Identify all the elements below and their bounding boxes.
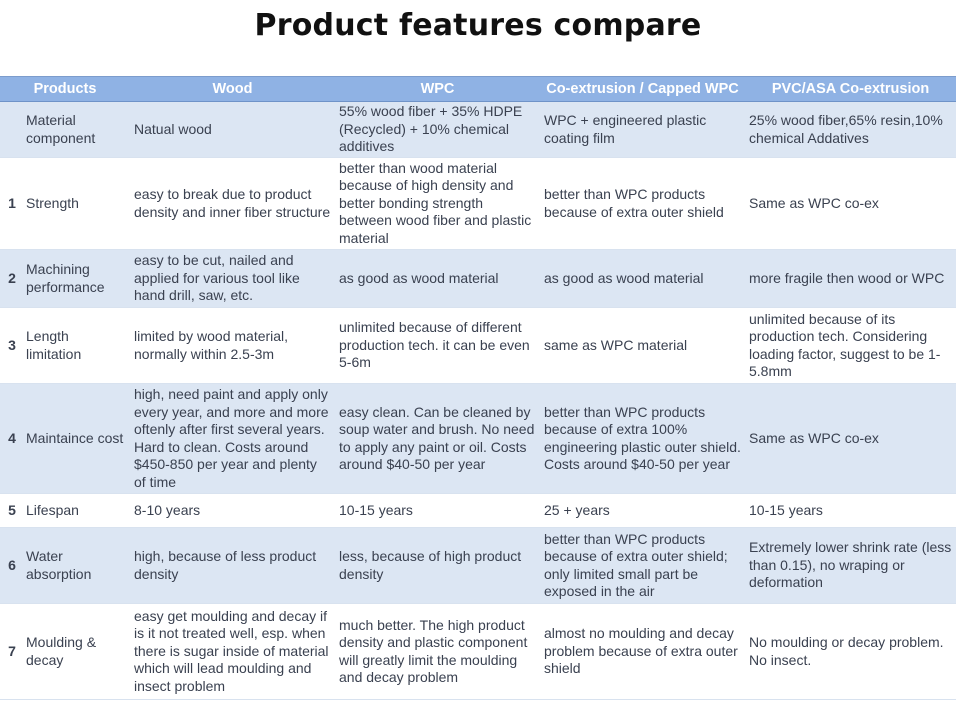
feature-name: Water absorption xyxy=(24,527,130,604)
row-machining-performance: 2 Machining performance easy to be cut, … xyxy=(0,249,956,308)
row-maintaince-cost: 4 Maintaince cost high, need paint and a… xyxy=(0,383,956,494)
feature-name: Machining performance xyxy=(24,249,130,308)
header-pvc-asa: PVC/ASA Co-extrusion xyxy=(745,76,956,102)
row-number: 7 xyxy=(0,603,24,700)
feature-name: Lifespan xyxy=(24,493,130,528)
row-material-component: Material component Natual wood 55% wood … xyxy=(0,101,956,158)
cell-wood: easy get moulding and decay if is it not… xyxy=(130,603,335,700)
cell-pvc-asa: Same as WPC co-ex xyxy=(745,157,956,250)
header-products: Products xyxy=(0,76,130,102)
row-number: 4 xyxy=(0,383,24,494)
features-compare-table: Products Wood WPC Co-extrusion / Capped … xyxy=(0,76,956,700)
row-length-limitation: 3 Length limitation limited by wood mate… xyxy=(0,307,956,384)
cell-coextrusion: better than WPC products because of extr… xyxy=(540,383,745,494)
cell-coextrusion: as good as wood material xyxy=(540,249,745,308)
header-wpc: WPC xyxy=(335,76,540,102)
header-coextrusion: Co-extrusion / Capped WPC xyxy=(540,76,745,102)
row-number: 2 xyxy=(0,249,24,308)
row-lifespan: 5 Lifespan 8-10 years 10-15 years 25 + y… xyxy=(0,493,956,528)
row-strength: 1 Strength easy to break due to product … xyxy=(0,157,956,250)
cell-wood: easy to break due to product density and… xyxy=(130,157,335,250)
cell-wpc: much better. The high product density an… xyxy=(335,603,540,700)
row-number: 3 xyxy=(0,307,24,384)
cell-wpc: as good as wood material xyxy=(335,249,540,308)
cell-wpc: less, because of high product density xyxy=(335,527,540,604)
cell-wpc: unlimited because of different productio… xyxy=(335,307,540,384)
cell-pvc-asa: Extremely lower shrink rate (less than 0… xyxy=(745,527,956,604)
cell-pvc-asa: Same as WPC co-ex xyxy=(745,383,956,494)
feature-name: Moulding & decay xyxy=(24,603,130,700)
row-number xyxy=(0,101,24,158)
cell-pvc-asa: unlimited because of its production tech… xyxy=(745,307,956,384)
header-wood: Wood xyxy=(130,76,335,102)
cell-coextrusion: almost no moulding and decay problem bec… xyxy=(540,603,745,700)
cell-wpc: easy clean. Can be cleaned by soup water… xyxy=(335,383,540,494)
feature-name: Material component xyxy=(24,101,130,158)
header-row: Products Wood WPC Co-extrusion / Capped … xyxy=(0,76,956,102)
cell-coextrusion: WPC + engineered plastic coating film xyxy=(540,101,745,158)
cell-wpc: 10-15 years xyxy=(335,493,540,528)
row-moulding-decay: 7 Moulding & decay easy get moulding and… xyxy=(0,603,956,700)
row-number: 6 xyxy=(0,527,24,604)
page-title: Product features compare xyxy=(254,8,702,43)
row-number: 5 xyxy=(0,493,24,528)
feature-name: Maintaince cost xyxy=(24,383,130,494)
cell-wpc: better than wood material because of hig… xyxy=(335,157,540,250)
cell-pvc-asa: more fragile then wood or WPC xyxy=(745,249,956,308)
feature-name: Length limitation xyxy=(24,307,130,384)
cell-pvc-asa: 25% wood fiber,65% resin,10% chemical Ad… xyxy=(745,101,956,158)
cell-coextrusion: same as WPC material xyxy=(540,307,745,384)
cell-coextrusion: 25 + years xyxy=(540,493,745,528)
row-water-absorption: 6 Water absorption high, because of less… xyxy=(0,527,956,604)
cell-wpc: 55% wood fiber + 35% HDPE (Recycled) + 1… xyxy=(335,101,540,158)
cell-coextrusion: better than WPC products because of extr… xyxy=(540,527,745,604)
cell-wood: high, because of less product density xyxy=(130,527,335,604)
cell-pvc-asa: No moulding or decay problem. No insect. xyxy=(745,603,956,700)
cell-wood: Natual wood xyxy=(130,101,335,158)
feature-name: Strength xyxy=(24,157,130,250)
cell-wood: 8-10 years xyxy=(130,493,335,528)
cell-pvc-asa: 10-15 years xyxy=(745,493,956,528)
row-number: 1 xyxy=(0,157,24,250)
cell-wood: easy to be cut, nailed and applied for v… xyxy=(130,249,335,308)
cell-wood: limited by wood material, normally withi… xyxy=(130,307,335,384)
cell-wood: high, need paint and apply only every ye… xyxy=(130,383,335,494)
cell-coextrusion: better than WPC products because of extr… xyxy=(540,157,745,250)
